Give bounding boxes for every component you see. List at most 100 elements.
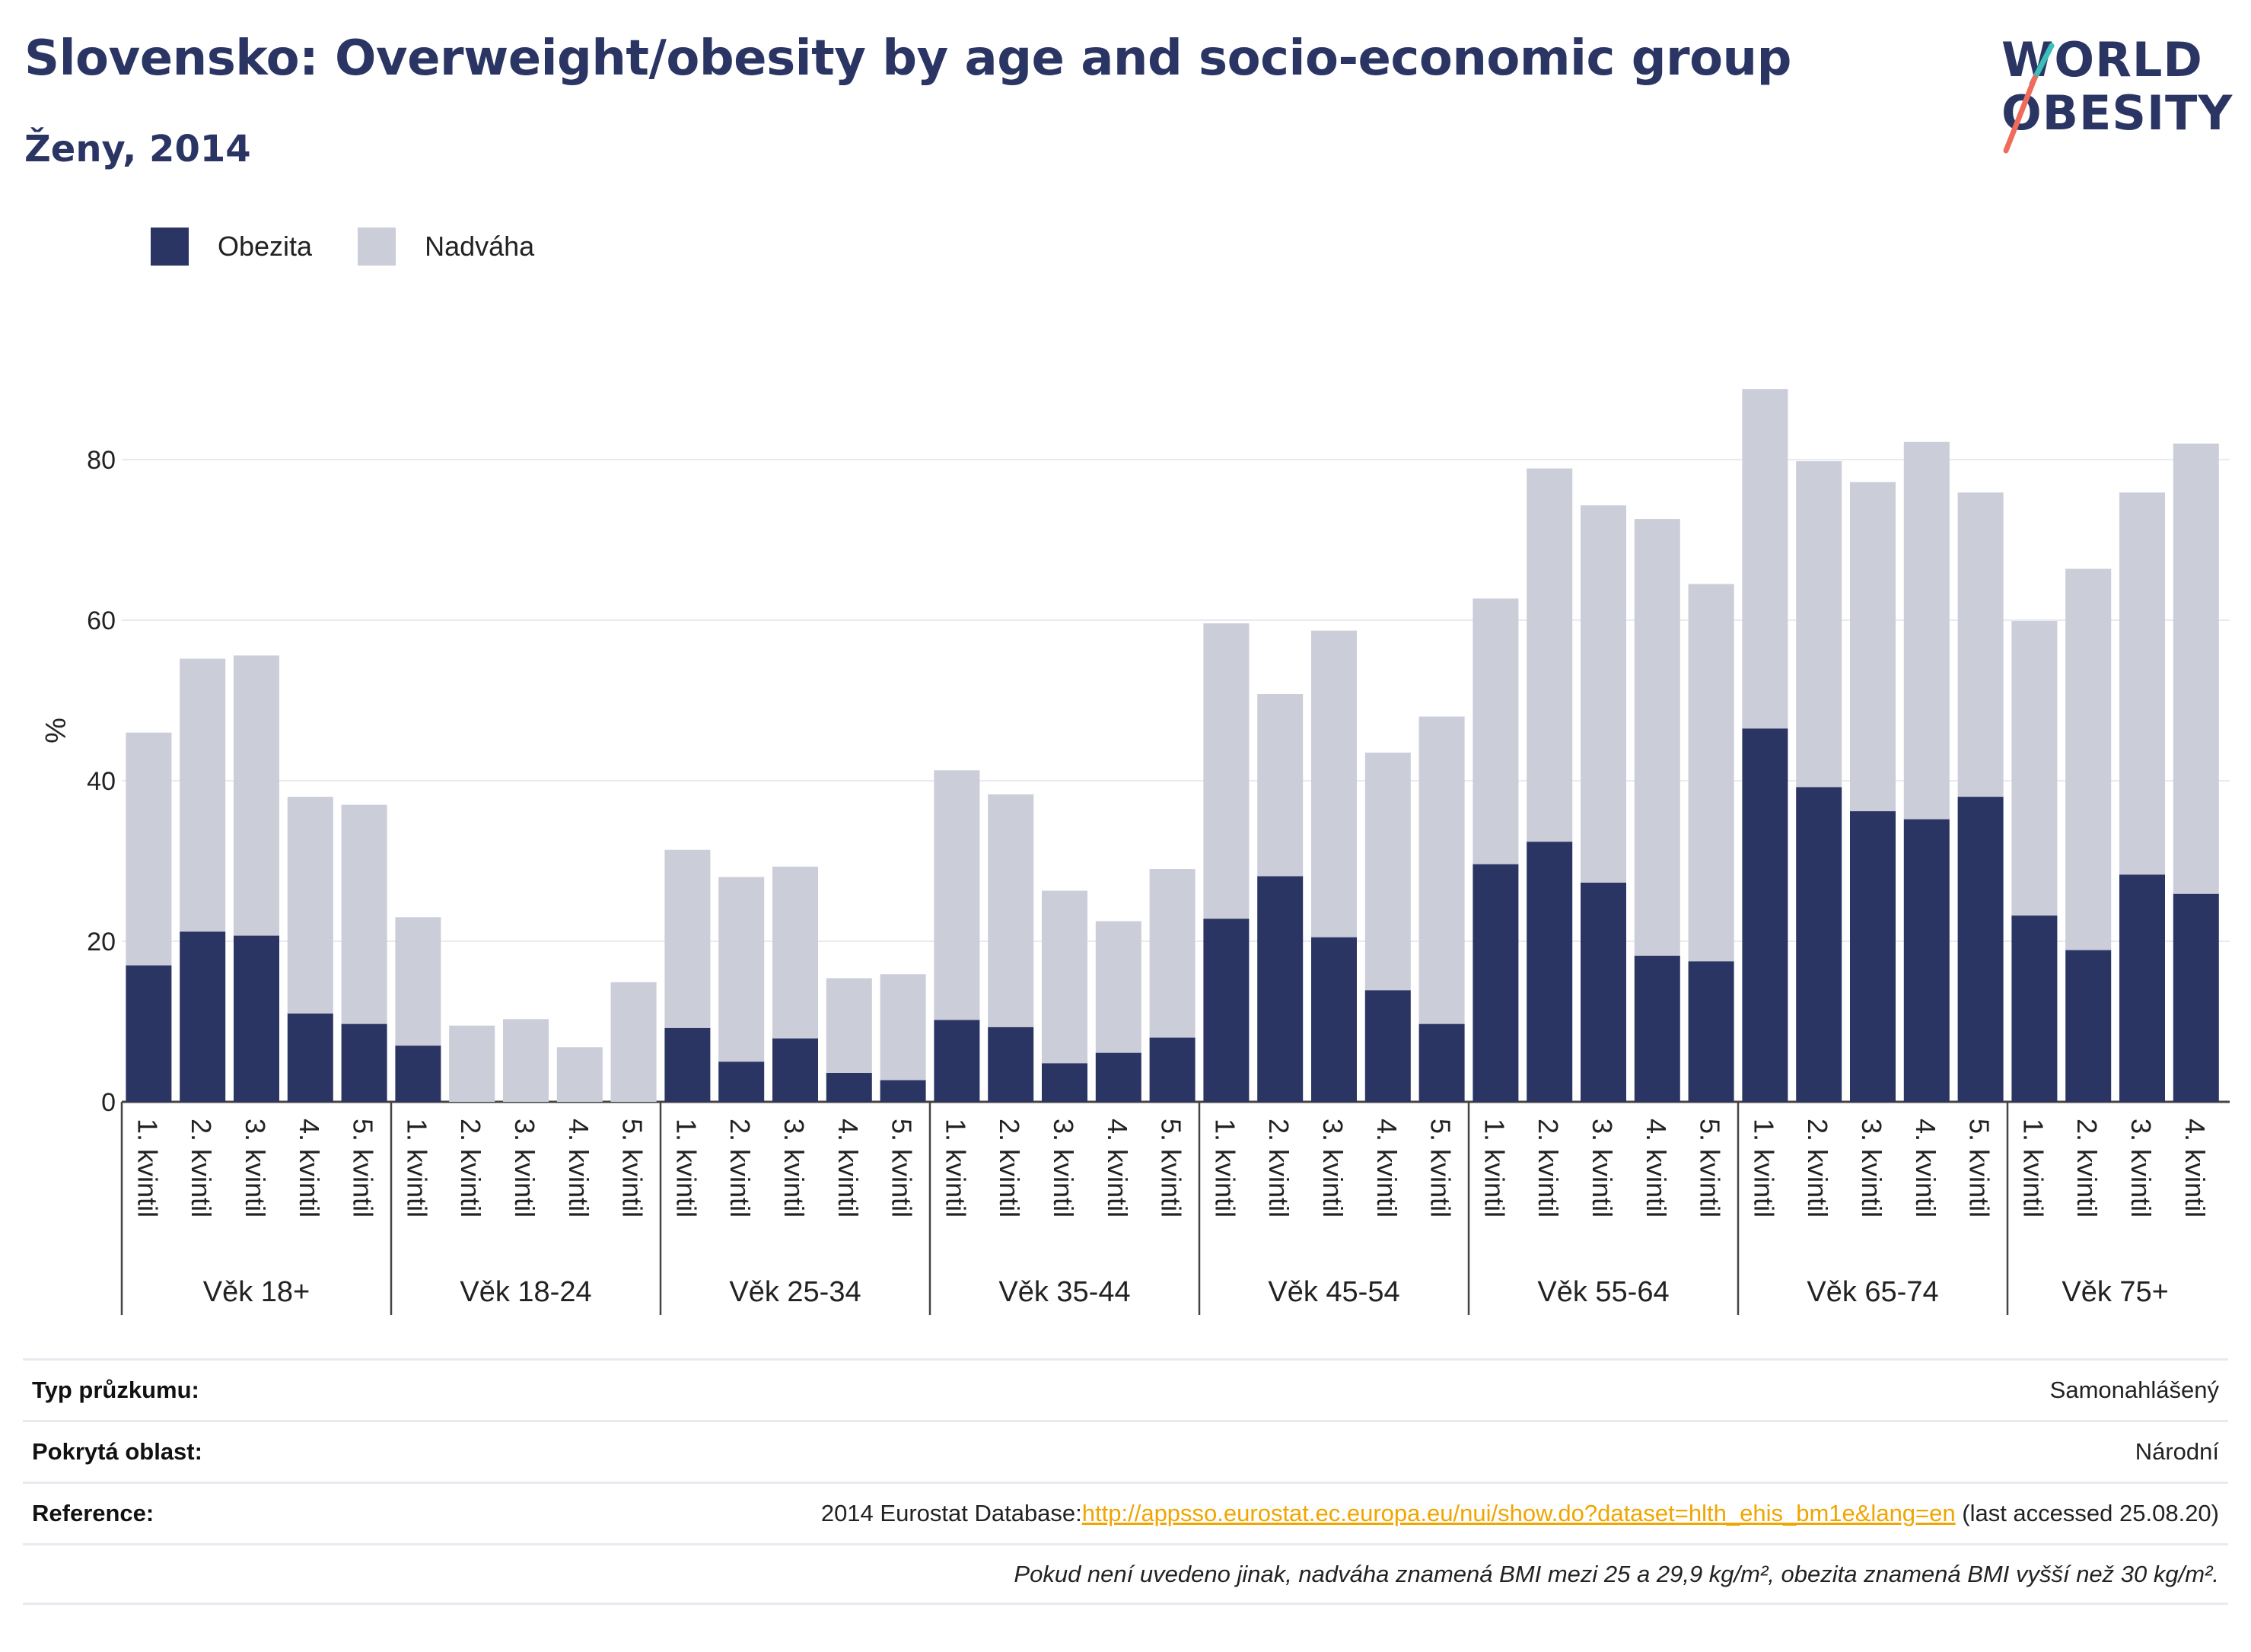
bar-nadvaha — [2065, 568, 2112, 950]
x-tick-label: 5. kvintil — [1425, 1119, 1457, 1218]
x-tick-label: 1. kvintil — [1479, 1119, 1510, 1218]
group-label: Věk 18-24 — [460, 1276, 591, 1308]
bar-obezita — [287, 1013, 333, 1102]
x-tick-label: 2. kvintil — [724, 1119, 756, 1218]
bar-obezita — [2065, 950, 2112, 1102]
x-tick-label: 3. kvintil — [2125, 1119, 2157, 1218]
x-tick-label: 3. kvintil — [1048, 1119, 1079, 1218]
legend-label-nadvaha: Nadváha — [425, 231, 535, 262]
y-tick-label: 40 — [87, 767, 116, 796]
bar-obezita — [395, 1046, 441, 1102]
x-tick-label: 4. kvintil — [1910, 1119, 1941, 1218]
bar-nadvaha — [1418, 716, 1465, 1024]
bar-obezita — [988, 1027, 1034, 1102]
x-tick-label: 2. kvintil — [1263, 1119, 1294, 1218]
reference-link[interactable]: http://appsso.eurostat.ec.europa.eu/nui/… — [1081, 1500, 1956, 1526]
bar-nadvaha — [395, 917, 441, 1046]
bar-nadvaha — [880, 974, 926, 1081]
bar-obezita — [1527, 842, 1573, 1102]
bar-obezita — [2173, 893, 2219, 1102]
bar-nadvaha — [1742, 389, 1788, 729]
bar-obezita — [826, 1073, 872, 1102]
x-tick-label: 2. kvintil — [455, 1119, 486, 1218]
bar-nadvaha — [503, 1019, 549, 1102]
bar-nadvaha — [1634, 519, 1680, 956]
legend-item-obezita: Obezita — [151, 228, 312, 266]
bar-obezita — [1095, 1052, 1141, 1102]
bar-obezita — [1688, 961, 1734, 1102]
x-tick-label: 2. kvintil — [1533, 1119, 1564, 1218]
x-tick-label: 5. kvintil — [1695, 1119, 1726, 1218]
y-axis-label: % — [39, 718, 71, 743]
group-label: Věk 25-34 — [729, 1276, 861, 1308]
group-label: Věk 35-44 — [998, 1276, 1130, 1308]
bar-nadvaha — [1311, 630, 1357, 937]
x-tick-label: 3. kvintil — [509, 1119, 540, 1218]
bar-nadvaha — [1527, 468, 1573, 842]
bar-nadvaha — [341, 804, 387, 1024]
bar-obezita — [1257, 876, 1304, 1102]
bar-obezita — [126, 965, 172, 1102]
bar-obezita — [1203, 918, 1250, 1102]
bar-nadvaha — [126, 732, 172, 966]
bar-nadvaha — [610, 982, 657, 1102]
bar-nadvaha — [1903, 441, 1950, 820]
group-label: Věk 45-54 — [1268, 1276, 1399, 1308]
x-tick-label: 2. kvintil — [1802, 1119, 1833, 1218]
group-label: Věk 55-64 — [1537, 1276, 1669, 1308]
bar-obezita — [1311, 937, 1357, 1102]
bar-obezita — [1418, 1023, 1465, 1102]
bar-obezita — [1742, 728, 1788, 1102]
bar-nadvaha — [1688, 584, 1734, 962]
x-tick-label: 3. kvintil — [240, 1119, 271, 1218]
bar-obezita — [880, 1080, 926, 1102]
x-tick-label: 2. kvintil — [994, 1119, 1025, 1218]
bar-obezita — [234, 935, 279, 1102]
x-tick-label: 4. kvintil — [1102, 1119, 1133, 1218]
bar-obezita — [1042, 1063, 1087, 1102]
bar-nadvaha — [556, 1047, 603, 1102]
svg-text:OBESITY: OBESITY — [2001, 85, 2233, 141]
group-label: Věk 18+ — [203, 1276, 310, 1308]
x-tick-label: 4. kvintil — [563, 1119, 594, 1218]
chart-title: Slovensko: Overweight/obesity by age and… — [24, 30, 1791, 87]
bar-nadvaha — [2011, 621, 2058, 916]
definition-note: Pokud není uvedeno jinak, nadváha znamen… — [1014, 1560, 2219, 1587]
bar-nadvaha — [1850, 482, 1896, 812]
y-tick-label: 80 — [87, 446, 116, 475]
x-tick-label: 2. kvintil — [2071, 1119, 2103, 1218]
info-row-reference: Reference: 2014 Eurostat Database:http:/… — [23, 1482, 2228, 1543]
bar-obezita — [2119, 874, 2165, 1102]
bar-nadvaha — [1042, 890, 1087, 1064]
bar-obezita — [1850, 811, 1896, 1102]
chart-subtitle: Ženy, 2014 — [24, 128, 251, 170]
x-tick-label: 1. kvintil — [2017, 1119, 2049, 1218]
bar-obezita — [1473, 864, 1519, 1102]
legend-item-nadvaha: Nadváha — [358, 228, 534, 266]
info-row-survey-type: Typ průzkumu: Samonahlášený — [23, 1358, 2228, 1420]
legend-label-obezita: Obezita — [218, 231, 313, 262]
x-tick-label: 1. kvintil — [401, 1119, 432, 1218]
bar-obezita — [341, 1023, 387, 1102]
x-tick-label: 3. kvintil — [1856, 1119, 1887, 1218]
x-tick-label: 4. kvintil — [294, 1119, 325, 1218]
survey-type-label: Typ průzkumu: — [32, 1377, 199, 1403]
coverage-value: Národní — [2135, 1438, 2219, 1465]
x-tick-label: 3. kvintil — [1317, 1119, 1348, 1218]
coverage-label: Pokrytá oblast: — [32, 1438, 202, 1465]
x-tick-label: 5. kvintil — [617, 1119, 648, 1218]
x-tick-label: 1. kvintil — [670, 1119, 702, 1218]
reference-value: 2014 Eurostat Database:http://appsso.eur… — [821, 1500, 2219, 1527]
x-tick-label: 3. kvintil — [1587, 1119, 1618, 1218]
bar-nadvaha — [234, 655, 279, 936]
reference-prefix: 2014 Eurostat Database: — [820, 1500, 1082, 1526]
y-tick-label: 60 — [87, 606, 116, 635]
reference-suffix: (last accessed 25.08.20) — [1955, 1500, 2219, 1526]
bar-obezita — [1581, 882, 1626, 1102]
bar-nadvaha — [1364, 753, 1411, 991]
bar-nadvaha — [180, 658, 226, 932]
x-tick-label: 1. kvintil — [940, 1119, 971, 1218]
x-tick-label: 1. kvintil — [132, 1119, 163, 1218]
bar-obezita — [1957, 797, 2004, 1102]
x-tick-label: 4. kvintil — [833, 1119, 864, 1218]
